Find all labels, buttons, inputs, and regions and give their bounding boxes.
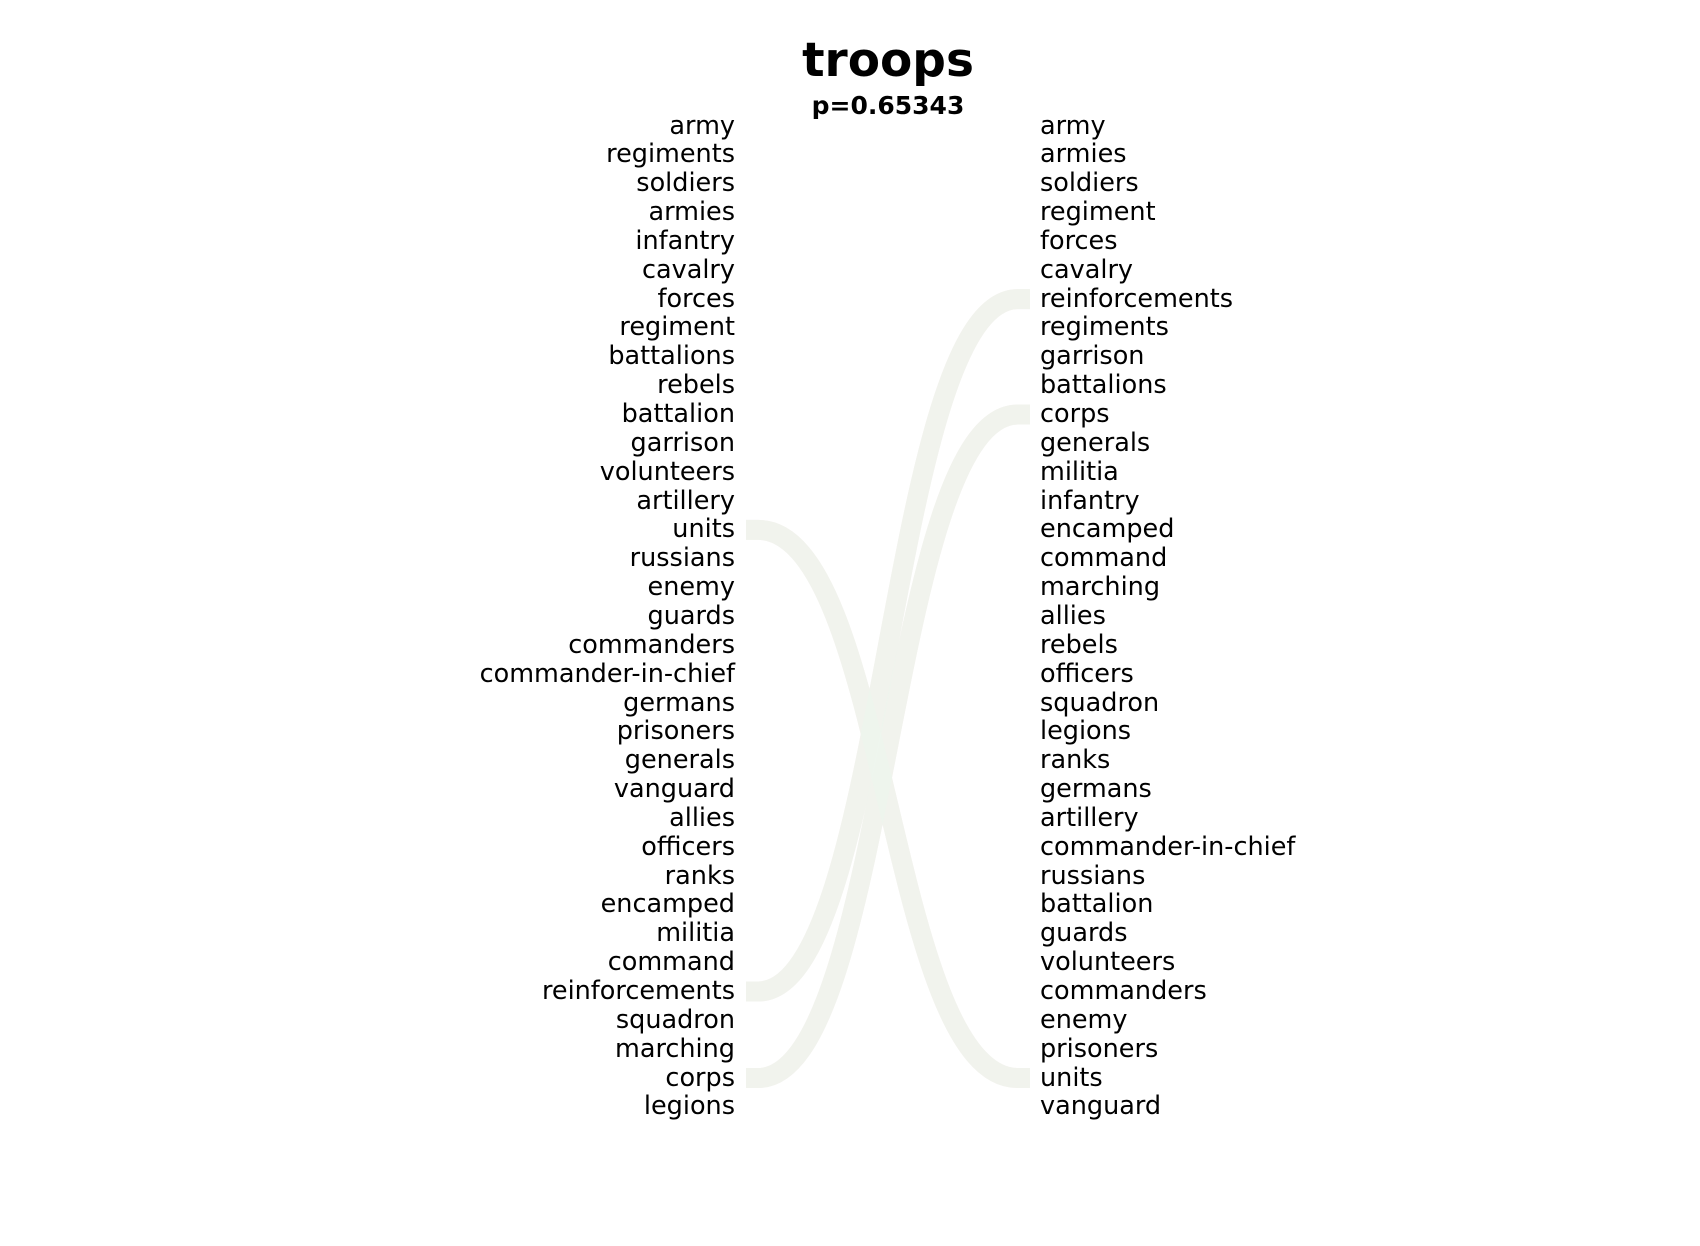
right-word-24: artillery: [1040, 802, 1139, 833]
left-word-21: prisoners: [616, 716, 735, 747]
right-word-30: commanders: [1040, 976, 1207, 1006]
right-word-10: corps: [1040, 399, 1110, 429]
left-word-15: russians: [629, 543, 735, 574]
right-word-13: infantry: [1040, 485, 1140, 516]
right-word-23: germans: [1040, 774, 1152, 805]
left-word-24: allies: [669, 802, 735, 833]
left-word-10: battalion: [621, 399, 735, 429]
left-word-16: enemy: [647, 572, 735, 603]
left-word-7: regiment: [619, 312, 735, 343]
left-word-18: commanders: [568, 629, 735, 660]
right-word-2: soldiers: [1040, 168, 1139, 199]
left-word-0: army: [669, 110, 735, 141]
right-word-12: militia: [1040, 456, 1119, 487]
left-word-32: marching: [614, 1033, 735, 1064]
left-word-30: reinforcements: [541, 976, 735, 1006]
right-word-26: russians: [1040, 860, 1146, 891]
right-word-25: commander-in-chief: [1040, 831, 1296, 862]
link-corps-4: [746, 404, 1030, 1089]
left-word-33: corps: [665, 1062, 735, 1093]
right-word-16: marching: [1040, 572, 1161, 603]
link-reinforcements-3: [746, 289, 1030, 1002]
left-word-12: volunteers: [599, 456, 735, 487]
left-word-20: germans: [623, 687, 735, 718]
left-word-14: units: [672, 514, 735, 545]
diagram-title: troops: [802, 33, 974, 88]
right-word-31: enemy: [1040, 1004, 1128, 1035]
left-word-6: forces: [657, 283, 736, 314]
right-word-21: legions: [1040, 716, 1132, 747]
right-word-19: officers: [1040, 658, 1134, 689]
left-word-34: legions: [643, 1091, 735, 1122]
left-word-13: artillery: [636, 485, 735, 516]
left-word-19: commander-in-chief: [479, 658, 735, 689]
right-word-3: regiment: [1040, 197, 1156, 228]
left-word-31: squadron: [615, 1004, 735, 1035]
left-word-9: rebels: [657, 370, 735, 401]
right-word-28: guards: [1040, 918, 1128, 949]
right-word-17: allies: [1040, 600, 1106, 631]
right-word-7: regiments: [1040, 312, 1169, 343]
right-word-14: encamped: [1040, 514, 1175, 545]
diagram-subtitle: p=0.65343: [811, 91, 965, 120]
right-word-20: squadron: [1040, 687, 1160, 718]
left-word-25: officers: [641, 831, 735, 862]
left-word-23: vanguard: [613, 774, 735, 805]
right-word-15: command: [1040, 543, 1168, 574]
left-word-4: infantry: [635, 225, 735, 256]
right-word-5: cavalry: [1040, 254, 1134, 285]
left-word-17: guards: [647, 600, 735, 631]
right-word-1: armies: [1040, 139, 1127, 170]
right-word-6: reinforcements: [1040, 283, 1234, 314]
right-word-8: garrison: [1040, 341, 1145, 372]
right-word-18: rebels: [1040, 629, 1118, 660]
right-word-27: battalion: [1040, 889, 1154, 920]
right-word-11: generals: [1040, 427, 1151, 458]
right-word-34: vanguard: [1040, 1091, 1162, 1122]
link-units-5: [746, 519, 1030, 1089]
right-word-22: ranks: [1040, 745, 1111, 776]
right-word-0: army: [1040, 110, 1106, 141]
left-word-28: militia: [656, 918, 735, 949]
left-word-5: cavalry: [641, 254, 735, 285]
right-word-4: forces: [1040, 225, 1118, 256]
left-word-22: generals: [624, 745, 735, 776]
left-word-8: battalions: [608, 341, 735, 372]
left-word-2: soldiers: [636, 168, 735, 199]
right-word-29: volunteers: [1040, 947, 1176, 978]
right-word-33: units: [1040, 1062, 1103, 1093]
left-word-1: regiments: [606, 139, 735, 170]
right-word-32: prisoners: [1040, 1033, 1159, 1064]
left-word-27: encamped: [600, 889, 735, 920]
right-word-9: battalions: [1040, 370, 1167, 401]
left-word-3: armies: [648, 197, 735, 228]
left-word-29: command: [607, 947, 735, 978]
left-word-11: garrison: [630, 427, 735, 458]
left-word-26: ranks: [664, 860, 735, 891]
